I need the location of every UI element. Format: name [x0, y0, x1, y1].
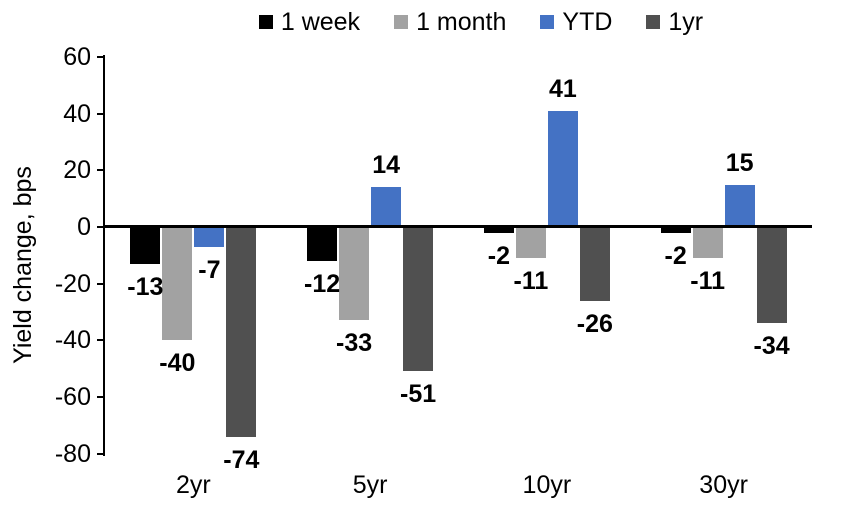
- bar-YTD-30yr: [724, 184, 755, 227]
- x-category-label: 30yr: [699, 471, 748, 499]
- x-category-label: 10yr: [522, 471, 572, 499]
- chart-legend: 1 week 1 month YTD 1yr: [110, 5, 852, 39]
- y-axis-line: [103, 55, 105, 456]
- legend-swatch-icon: [646, 15, 661, 29]
- bar-value-label: -74: [223, 445, 260, 474]
- legend-item-1-month: 1 month: [394, 8, 506, 36]
- y-tick: [97, 112, 104, 115]
- bar-1-month-2yr: [162, 227, 193, 341]
- y-tick: [97, 395, 104, 398]
- y-tick: [97, 226, 104, 228]
- bar-value-label: 41: [548, 74, 577, 103]
- y-tick-label: -60: [54, 382, 91, 411]
- bar-1-month-10yr: [515, 227, 546, 259]
- bar-value-label: -26: [576, 309, 613, 338]
- bar-YTD-2yr: [194, 227, 225, 247]
- bar-1-week-30yr: [660, 227, 691, 233]
- legend-label: 1 month: [416, 8, 507, 36]
- bar-1-month-5yr: [339, 227, 370, 321]
- legend-item-1-week: 1 week: [258, 8, 361, 36]
- bar-1-week-5yr: [307, 227, 338, 261]
- zero-line: [105, 225, 812, 228]
- bar-value-label: -34: [753, 332, 790, 361]
- y-tick-label: -40: [54, 326, 91, 355]
- bar-1yr-2yr: [226, 227, 257, 437]
- x-category-label: 2yr: [176, 471, 211, 499]
- bar-1yr-10yr: [579, 227, 610, 301]
- y-tick-label: 0: [77, 213, 91, 241]
- y-tick: [97, 169, 104, 172]
- bar-1yr-5yr: [403, 227, 434, 372]
- bar-1-month-30yr: [692, 227, 723, 259]
- bar-value-label: 15: [725, 148, 754, 177]
- bar-value-label: -33: [336, 329, 373, 358]
- y-tick: [97, 339, 104, 342]
- bar-value-label: -11: [690, 267, 726, 296]
- bar-value-label: -51: [400, 380, 437, 409]
- y-tick-label: 60: [63, 43, 91, 71]
- y-tick-label: -80: [54, 439, 91, 468]
- bar-YTD-5yr: [371, 187, 402, 227]
- legend-swatch-icon: [394, 15, 409, 29]
- bar-value-label: -40: [159, 349, 196, 378]
- legend-swatch-icon: [540, 15, 555, 29]
- legend-label: YTD: [562, 8, 613, 36]
- legend-swatch-icon: [258, 15, 273, 29]
- y-tick: [97, 282, 104, 285]
- bar-value-label: 14: [372, 151, 401, 180]
- bar-value-label: -7: [198, 255, 221, 284]
- bar-1-week-10yr: [483, 227, 514, 233]
- legend-label: 1yr: [668, 8, 704, 36]
- legend-label: 1 week: [280, 8, 361, 36]
- y-tick: [97, 56, 104, 58]
- x-category-label: 5yr: [352, 471, 388, 499]
- bar-value-label: -2: [664, 241, 687, 270]
- bar-value-label: -12: [304, 269, 341, 298]
- bar-value-label: -13: [127, 272, 164, 301]
- bar-YTD-10yr: [547, 110, 578, 227]
- bar-value-label: -11: [513, 267, 549, 296]
- bar-1-week-2yr: [130, 227, 161, 264]
- y-tick: [97, 452, 104, 455]
- bar-value-label: -2: [487, 241, 510, 270]
- legend-item-1yr: 1yr: [646, 8, 703, 36]
- y-tick-label: -20: [54, 269, 91, 298]
- legend-item-YTD: YTD: [540, 8, 612, 36]
- y-tick-label: 40: [63, 99, 91, 128]
- y-tick-label: 20: [63, 156, 91, 185]
- bar-1yr-30yr: [756, 227, 787, 324]
